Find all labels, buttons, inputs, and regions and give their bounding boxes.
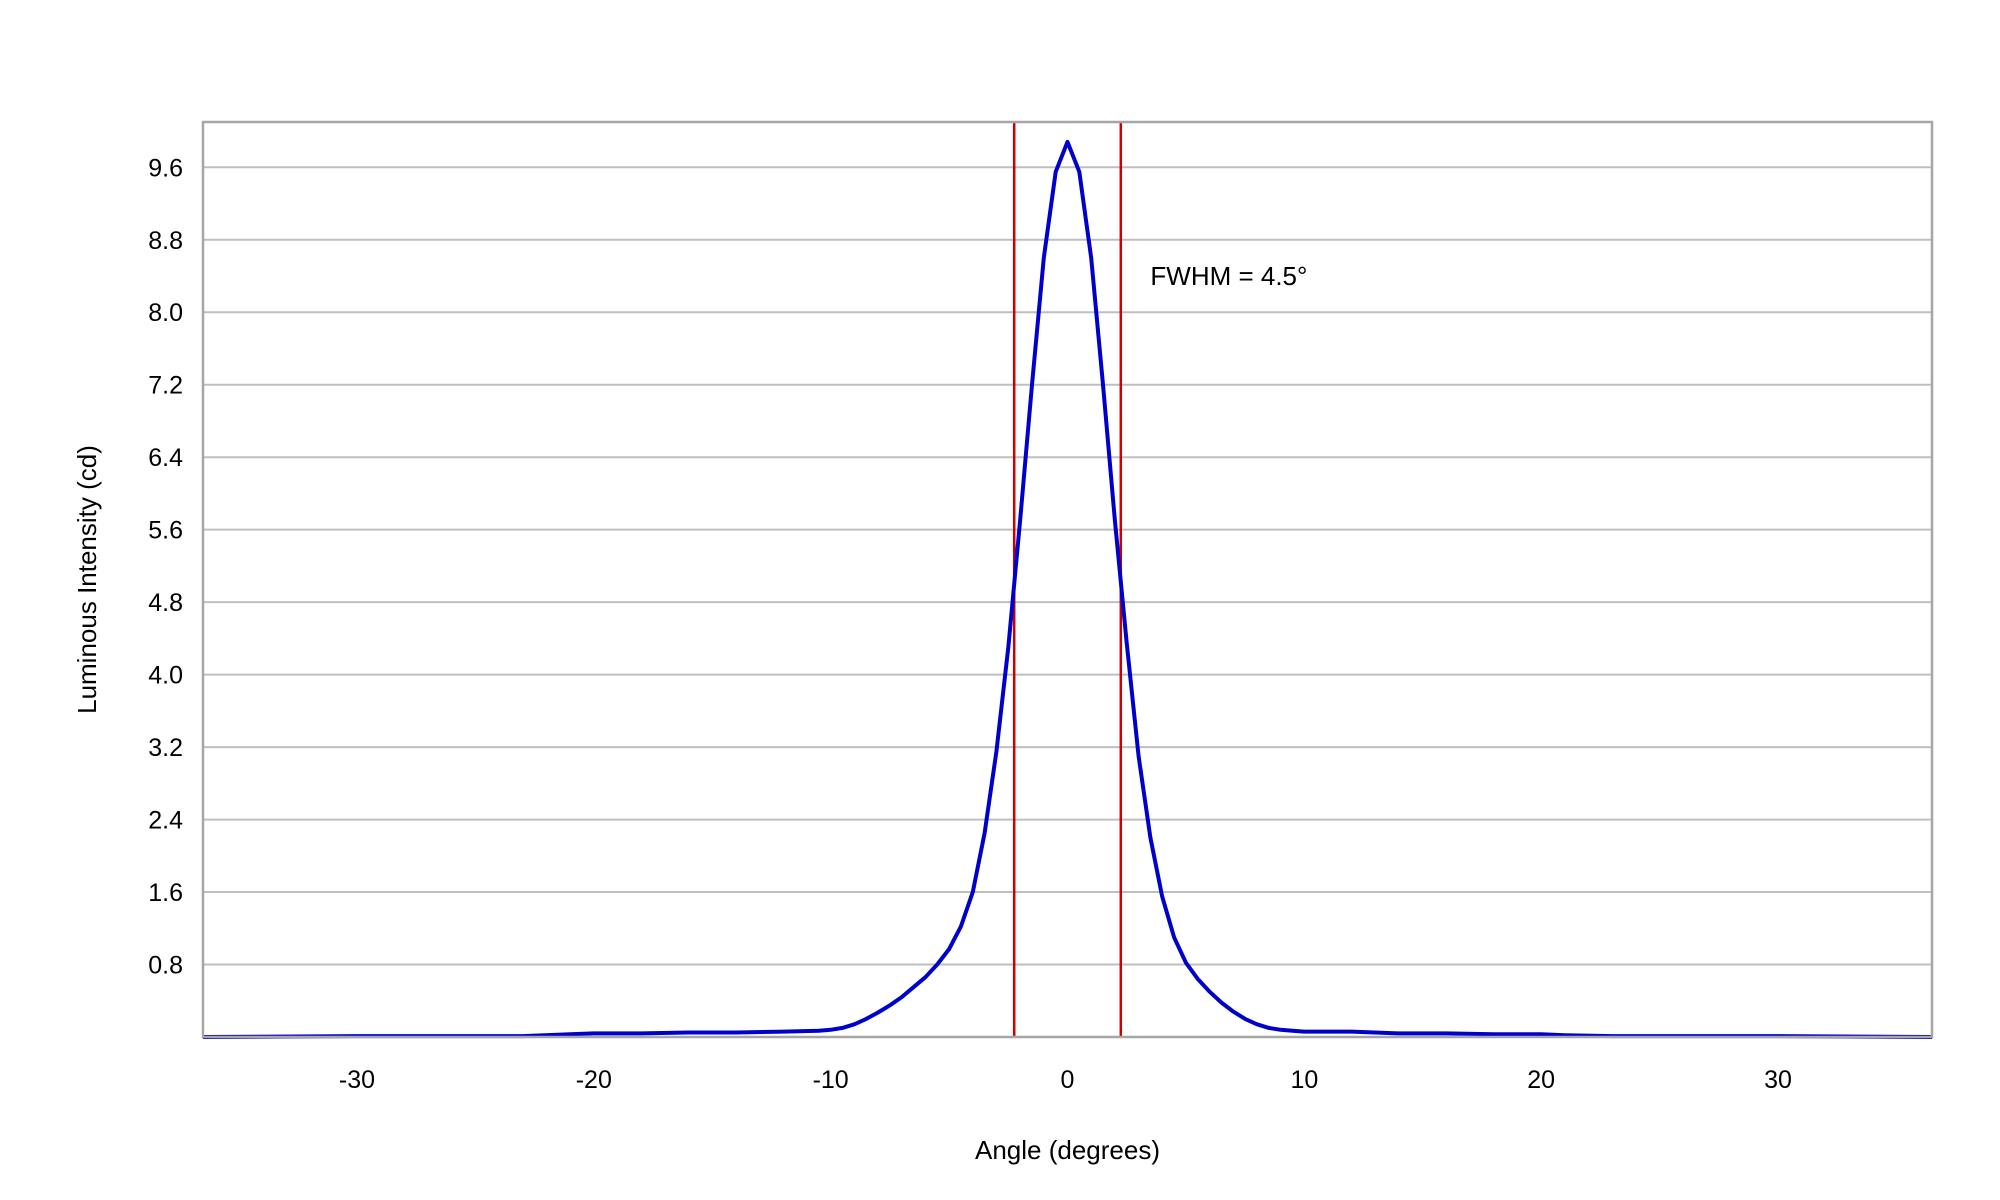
- y-tick-label: 0.8: [148, 952, 183, 980]
- y-tick-label: 2.4: [148, 807, 183, 835]
- y-tick-label: 4.0: [148, 662, 183, 690]
- y-tick-label: 8.8: [148, 227, 183, 255]
- y-axis-ticks: 0.8 1.6 2.4 3.2 4.0 4.8 5.6 6.4 7.2 8.0 8.8 9.6: [148, 154, 183, 979]
- x-tick-label: -20: [576, 1066, 612, 1094]
- y-tick-label: 7.2: [148, 372, 183, 400]
- x-axis-title: Angle (degrees): [975, 1135, 1160, 1165]
- y-tick-label: 4.8: [148, 589, 183, 617]
- y-axis-title: Luminous Intensity (cd): [72, 445, 102, 714]
- x-tick-label: 10: [1290, 1066, 1318, 1094]
- fwhm-annotation: FWHM = 4.5°: [1150, 261, 1307, 291]
- x-axis-ticks: -30 -20 -10 0 10 20 30: [339, 1066, 1792, 1094]
- x-tick-label: 30: [1764, 1066, 1792, 1094]
- gridlines: [203, 166, 1932, 966]
- y-tick-label: 5.6: [148, 517, 183, 545]
- y-tick-label: 9.6: [148, 154, 183, 182]
- annotations: FWHM = 4.5°: [1150, 261, 1307, 291]
- y-tick-label: 8.0: [148, 299, 183, 327]
- x-tick-label: -30: [339, 1066, 375, 1094]
- y-tick-label: 3.2: [148, 734, 183, 762]
- plot-frame: [201, 120, 1934, 1039]
- x-tick-label: 20: [1527, 1066, 1555, 1094]
- y-tick-label: 1.6: [148, 879, 183, 907]
- y-tick-label: 6.4: [148, 444, 183, 472]
- series-layer: [202, 139, 1933, 1039]
- x-tick-label: -10: [813, 1066, 849, 1094]
- x-tick-label: 0: [1061, 1066, 1075, 1094]
- series-line: [202, 139, 1933, 1039]
